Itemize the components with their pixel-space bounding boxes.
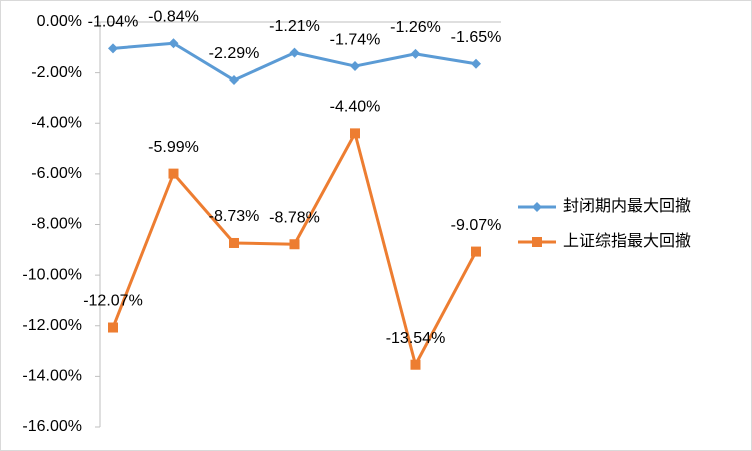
data-label: -9.07% [451, 217, 502, 234]
y-tick-label: -10.00% [22, 266, 82, 283]
y-tick-label: 0.00% [37, 13, 82, 30]
data-point [108, 43, 118, 54]
data-point [289, 47, 300, 58]
data-point [410, 359, 421, 370]
data-label: -5.99% [148, 139, 199, 156]
data-label: -1.26% [390, 19, 441, 36]
data-label: -1.65% [451, 29, 502, 46]
data-point [471, 58, 481, 69]
data-point [168, 168, 179, 179]
legend-marker [532, 237, 542, 247]
data-label: -12.07% [83, 293, 143, 310]
data-label: -1.04% [88, 14, 139, 31]
y-tick-label: -8.00% [31, 216, 82, 233]
legend-label: 封闭期内最大回撤 [563, 197, 691, 215]
data-label: -8.73% [209, 208, 260, 225]
legend-marker [532, 202, 542, 212]
data-label: -8.78% [269, 209, 320, 226]
y-tick-label: -16.00% [22, 418, 82, 435]
data-point [410, 48, 421, 59]
y-tick-label: -4.00% [31, 114, 82, 131]
data-label: -1.21% [269, 18, 320, 35]
data-point [471, 246, 481, 257]
data-point [350, 128, 360, 139]
data-label: -1.74% [330, 31, 381, 48]
data-point [168, 38, 179, 49]
data-label: -13.54% [386, 330, 446, 347]
y-tick-label: -14.00% [22, 368, 82, 385]
data-point [229, 237, 239, 248]
y-tick-label: -12.00% [22, 317, 82, 334]
data-label: -4.40% [330, 99, 381, 116]
data-label: -2.29% [209, 45, 260, 62]
y-tick-label: -2.00% [31, 64, 82, 81]
data-point [289, 239, 300, 250]
data-point [229, 74, 239, 85]
data-point [108, 322, 118, 333]
legend-label: 上证综指最大回撤 [563, 232, 691, 250]
y-tick-label: -6.00% [31, 165, 82, 182]
data-label: -0.84% [148, 8, 199, 25]
data-point [350, 61, 360, 72]
